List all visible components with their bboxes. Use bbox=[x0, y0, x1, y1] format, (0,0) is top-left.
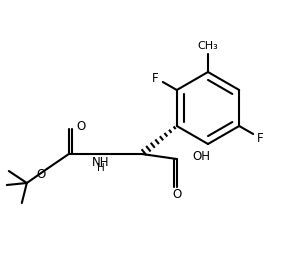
Text: OH: OH bbox=[193, 151, 211, 164]
Text: F: F bbox=[152, 71, 159, 84]
Text: F: F bbox=[257, 132, 264, 144]
Text: O: O bbox=[36, 167, 45, 180]
Text: H: H bbox=[97, 163, 105, 173]
Text: CH₃: CH₃ bbox=[198, 41, 218, 51]
Text: NH: NH bbox=[92, 155, 110, 168]
Text: O: O bbox=[172, 188, 181, 201]
Text: O: O bbox=[76, 121, 85, 133]
